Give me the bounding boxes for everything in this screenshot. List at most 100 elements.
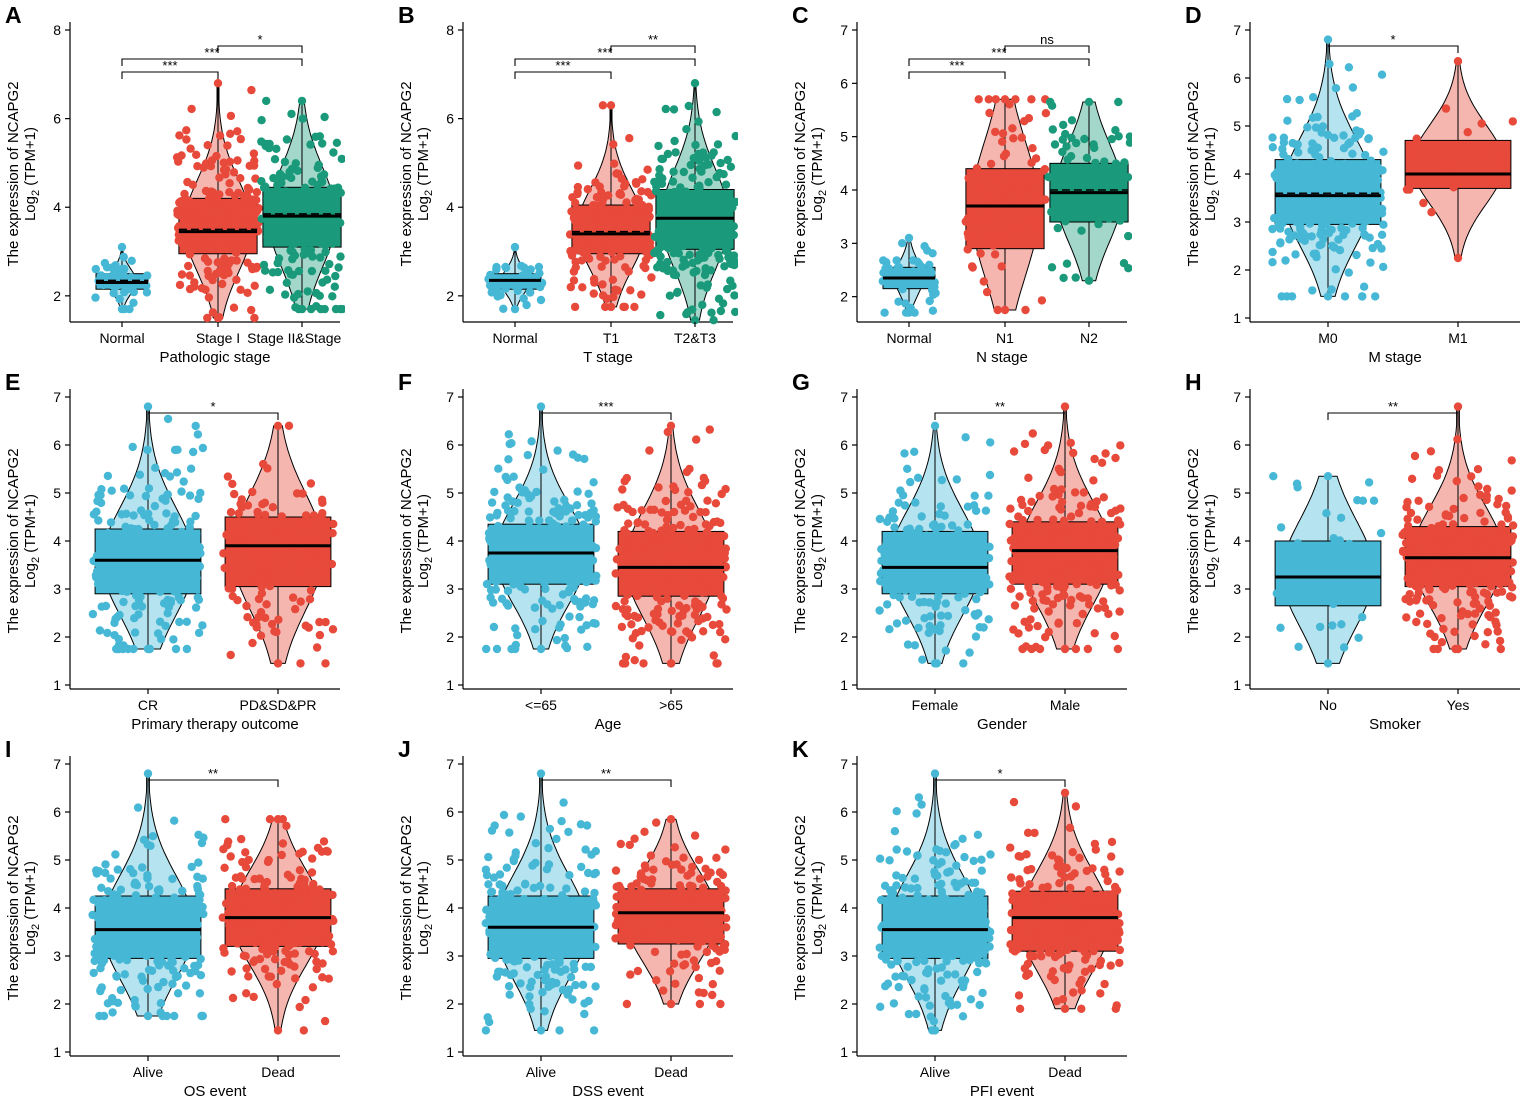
data-point <box>216 199 225 208</box>
data-point <box>1414 588 1423 597</box>
data-point <box>566 973 576 982</box>
data-point <box>665 528 674 538</box>
data-point <box>1033 621 1042 631</box>
data-point <box>991 127 1000 137</box>
data-point <box>1293 539 1303 548</box>
data-point <box>698 937 707 946</box>
significance-label: *** <box>598 399 613 414</box>
data-point <box>119 252 128 262</box>
y-tick-label: 4 <box>1233 533 1241 549</box>
data-point <box>652 566 661 576</box>
data-point <box>163 550 172 559</box>
data-point <box>1015 1004 1025 1013</box>
data-point <box>681 260 691 269</box>
y-tick-label: 6 <box>840 804 848 820</box>
data-point <box>227 881 237 891</box>
data-point <box>168 874 177 884</box>
data-point <box>291 974 300 983</box>
data-point <box>960 877 970 886</box>
data-point <box>109 932 118 942</box>
data-point <box>195 895 204 905</box>
data-point <box>1272 173 1281 183</box>
data-point <box>103 919 113 928</box>
data-point <box>1492 620 1501 630</box>
data-point <box>136 506 146 515</box>
data-point <box>546 563 556 572</box>
data-point <box>711 944 721 953</box>
data-point <box>502 863 511 872</box>
data-point <box>694 973 704 983</box>
data-point <box>119 597 128 607</box>
data-point <box>264 855 273 865</box>
data-point <box>601 302 610 312</box>
data-point <box>919 568 928 577</box>
data-point <box>882 537 891 546</box>
data-point <box>1413 515 1422 524</box>
data-point <box>1412 617 1421 627</box>
data-point <box>1106 935 1115 944</box>
data-point <box>88 609 98 619</box>
data-point <box>143 840 152 849</box>
data-point <box>306 479 316 488</box>
data-point <box>155 617 165 626</box>
data-point <box>665 570 674 579</box>
data-point <box>918 655 927 664</box>
data-point <box>586 223 595 233</box>
data-point <box>1014 629 1023 638</box>
data-point <box>1311 249 1320 258</box>
data-point <box>582 560 591 570</box>
group-1 <box>611 815 731 1009</box>
data-point <box>1084 276 1094 285</box>
significance-bracket: * <box>147 399 279 420</box>
data-point <box>638 175 647 184</box>
data-point <box>509 969 518 978</box>
bracket-line <box>514 58 696 66</box>
data-point <box>1279 133 1289 142</box>
data-point <box>1373 162 1382 172</box>
data-point <box>930 1026 940 1035</box>
data-point <box>320 112 329 122</box>
significance-label: ** <box>648 32 658 47</box>
data-point <box>1303 123 1312 132</box>
data-point <box>559 507 568 516</box>
data-point <box>1439 624 1448 634</box>
data-point <box>1097 458 1107 467</box>
data-point <box>1293 483 1302 492</box>
data-point <box>1038 933 1047 943</box>
data-point <box>903 962 912 971</box>
data-point <box>231 233 240 243</box>
data-point <box>669 270 679 279</box>
data-point <box>170 816 179 825</box>
data-point <box>1507 583 1517 592</box>
data-point <box>1327 241 1337 250</box>
data-point <box>224 908 233 917</box>
data-point <box>282 278 291 287</box>
data-point <box>1069 448 1078 458</box>
data-point <box>120 970 129 979</box>
bracket-line <box>147 412 279 420</box>
data-point <box>981 186 990 195</box>
data-point <box>964 173 973 183</box>
data-point <box>563 935 572 944</box>
data-point <box>911 529 920 538</box>
data-point <box>607 247 616 257</box>
data-point <box>615 189 625 198</box>
data-point <box>698 246 708 255</box>
data-point <box>97 883 106 892</box>
data-point <box>234 919 243 928</box>
data-point <box>690 316 700 325</box>
data-point <box>1057 917 1066 927</box>
data-point <box>901 934 910 943</box>
data-point <box>190 961 199 971</box>
data-point <box>313 181 322 190</box>
data-point <box>611 866 621 875</box>
data-point <box>712 901 721 910</box>
data-point <box>677 635 686 645</box>
data-point <box>526 1004 535 1013</box>
y-axis-label-units: Log2 (TPM+1) <box>1202 127 1222 221</box>
bracket-line <box>908 71 1006 79</box>
data-point <box>646 876 656 885</box>
y-tick-label: 7 <box>446 756 454 772</box>
panel-letter: E <box>5 369 21 395</box>
bracket-line <box>147 779 279 787</box>
